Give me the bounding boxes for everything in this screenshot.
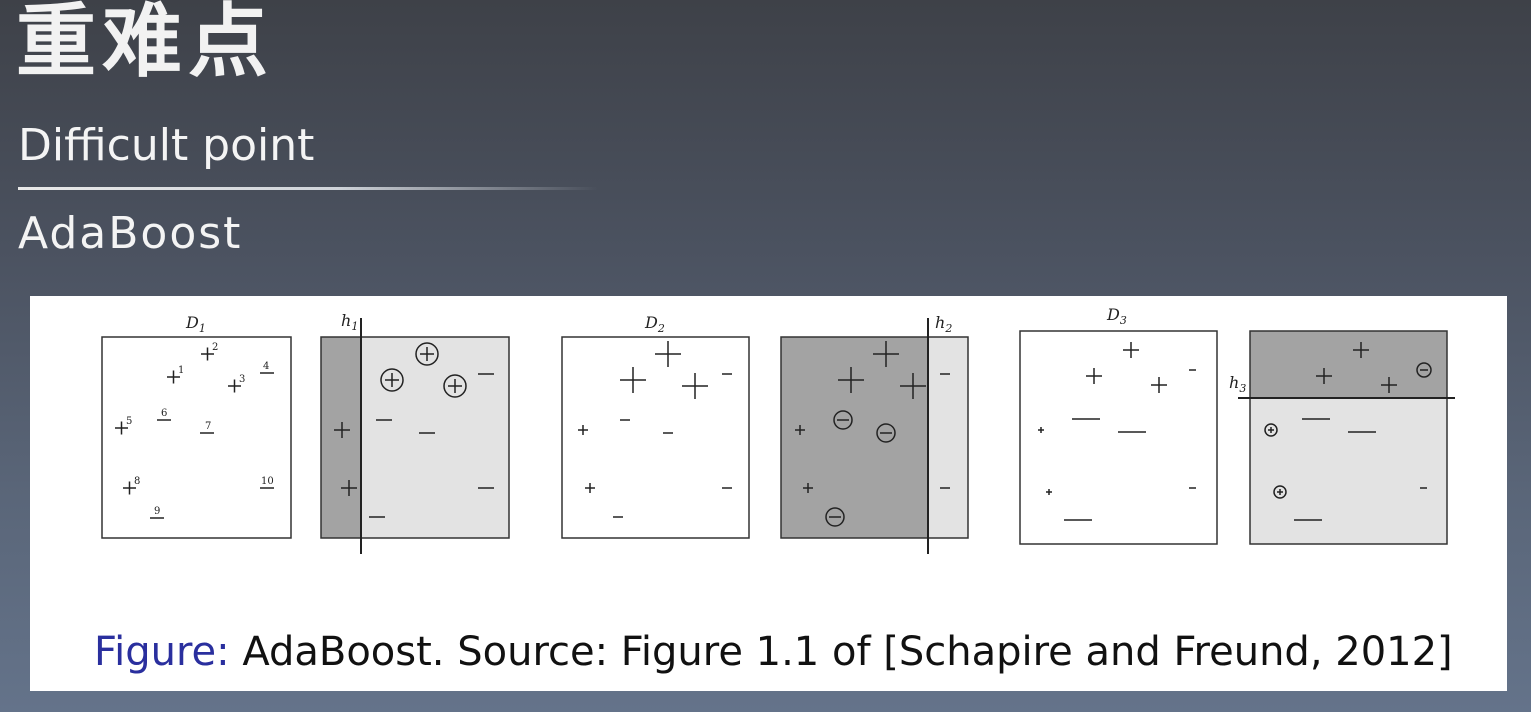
slide-title-chinese: 重难点 <box>16 0 274 88</box>
panel-h2-frame <box>780 336 969 539</box>
h2-region-positive <box>781 337 928 538</box>
panel-d2-frame <box>561 336 750 539</box>
panel-d1: D1 1 2 3 4 5 6 <box>101 313 292 539</box>
h1-circled-plus-2 <box>415 342 439 366</box>
d1-point-label-4: 4 <box>263 361 269 372</box>
h3-plus-2 <box>1353 342 1369 358</box>
h1-plus-point-a <box>334 422 350 438</box>
d1-plus-point-8 <box>123 481 136 495</box>
d1-point-label-6: 6 <box>161 408 167 419</box>
panel-d2: D2 <box>561 313 750 539</box>
h1-circled-plus-3 <box>443 374 467 398</box>
title-divider <box>18 187 598 190</box>
d2-small-plus-1 <box>578 425 588 435</box>
h1-circled-plus-1 <box>380 368 404 392</box>
d1-point-label-9: 9 <box>154 506 160 517</box>
d1-point-label-10: 10 <box>261 476 274 487</box>
panel-h3: h3 <box>1229 330 1455 545</box>
h2-circled-minus-2 <box>876 423 896 443</box>
panel-h2-label: h2 <box>935 313 952 335</box>
d2-large-plus-1 <box>620 367 646 393</box>
panel-d3: D3 <box>1019 305 1218 545</box>
panel-d3-frame <box>1019 330 1218 545</box>
d1-point-label-3: 3 <box>239 374 245 385</box>
panel-d3-label: D3 <box>1106 305 1127 327</box>
h2-large-plus-1 <box>838 367 864 393</box>
panel-h1-label: h1 <box>341 311 358 333</box>
h2-circled-minus-3 <box>825 507 845 527</box>
adaboost-figure: D1 1 2 3 4 5 6 <box>101 305 1455 554</box>
d1-plus-point-2 <box>201 347 214 361</box>
figure-caption: Figure: AdaBoost. Source: Figure 1.1 of … <box>94 628 1453 676</box>
h2-small-plus-1 <box>795 425 805 435</box>
h2-large-plus-3 <box>900 373 926 399</box>
d1-plus-point-5 <box>115 421 128 435</box>
h3-circled-minus <box>1416 362 1432 378</box>
h1-circled-plus-1-glyph <box>385 373 399 387</box>
d3-plus-3 <box>1151 377 1167 393</box>
figure-box: D1 1 2 3 4 5 6 <box>30 296 1507 691</box>
d1-point-label-8: 8 <box>134 476 140 487</box>
d1-point-label-5: 5 <box>126 416 132 427</box>
h1-region-negative <box>361 337 509 538</box>
d1-point-label-1: 1 <box>178 365 184 376</box>
d3-tiny-plus-1 <box>1038 427 1044 433</box>
h1-region-positive <box>321 337 361 538</box>
h3-plus-3 <box>1381 377 1397 393</box>
h1-circled-plus-2-glyph <box>420 347 434 361</box>
panel-h2: h2 <box>780 313 969 554</box>
h3-plus-1 <box>1316 368 1332 384</box>
panel-d1-frame <box>101 336 292 539</box>
h3-circled-plus-2 <box>1273 485 1287 499</box>
h2-circled-minus-1 <box>833 410 853 430</box>
h3-region-positive <box>1250 331 1447 398</box>
h3-circled-plus-1-glyph <box>1268 427 1274 433</box>
h2-small-plus-2 <box>803 483 813 493</box>
panel-d2-label: D2 <box>644 313 665 335</box>
d1-plus-point-3 <box>228 379 241 393</box>
panel-h3-frame <box>1249 330 1448 545</box>
h3-region-negative <box>1250 398 1447 544</box>
section-heading: AdaBoost <box>18 208 243 259</box>
d1-point-label-7: 7 <box>205 421 211 432</box>
d1-point-label-2: 2 <box>212 342 218 353</box>
slide-title-english: Difficult point <box>18 120 315 171</box>
h2-region-negative <box>928 337 968 538</box>
panel-d1-label: D1 <box>185 313 206 335</box>
h3-circled-plus-1 <box>1264 423 1278 437</box>
d1-plus-point-1 <box>167 370 180 384</box>
d2-large-plus-3 <box>682 373 708 399</box>
figure-caption-label: Figure: <box>94 629 230 675</box>
d2-large-plus-2 <box>655 341 681 367</box>
d2-small-plus-2 <box>585 483 595 493</box>
h1-circled-plus-3-glyph <box>448 379 462 393</box>
panel-h1: h1 <box>320 311 510 554</box>
panel-h3-label: h3 <box>1229 373 1246 395</box>
h2-large-plus-2 <box>873 341 899 367</box>
d3-plus-1 <box>1086 368 1102 384</box>
h3-circled-plus-2-glyph <box>1277 489 1283 495</box>
d3-plus-2 <box>1123 342 1139 358</box>
d3-tiny-plus-2 <box>1046 489 1052 495</box>
h1-plus-point-b <box>341 480 357 496</box>
figure-caption-text: AdaBoost. Source: Figure 1.1 of [Schapir… <box>229 629 1453 675</box>
panel-h1-frame <box>320 336 510 539</box>
